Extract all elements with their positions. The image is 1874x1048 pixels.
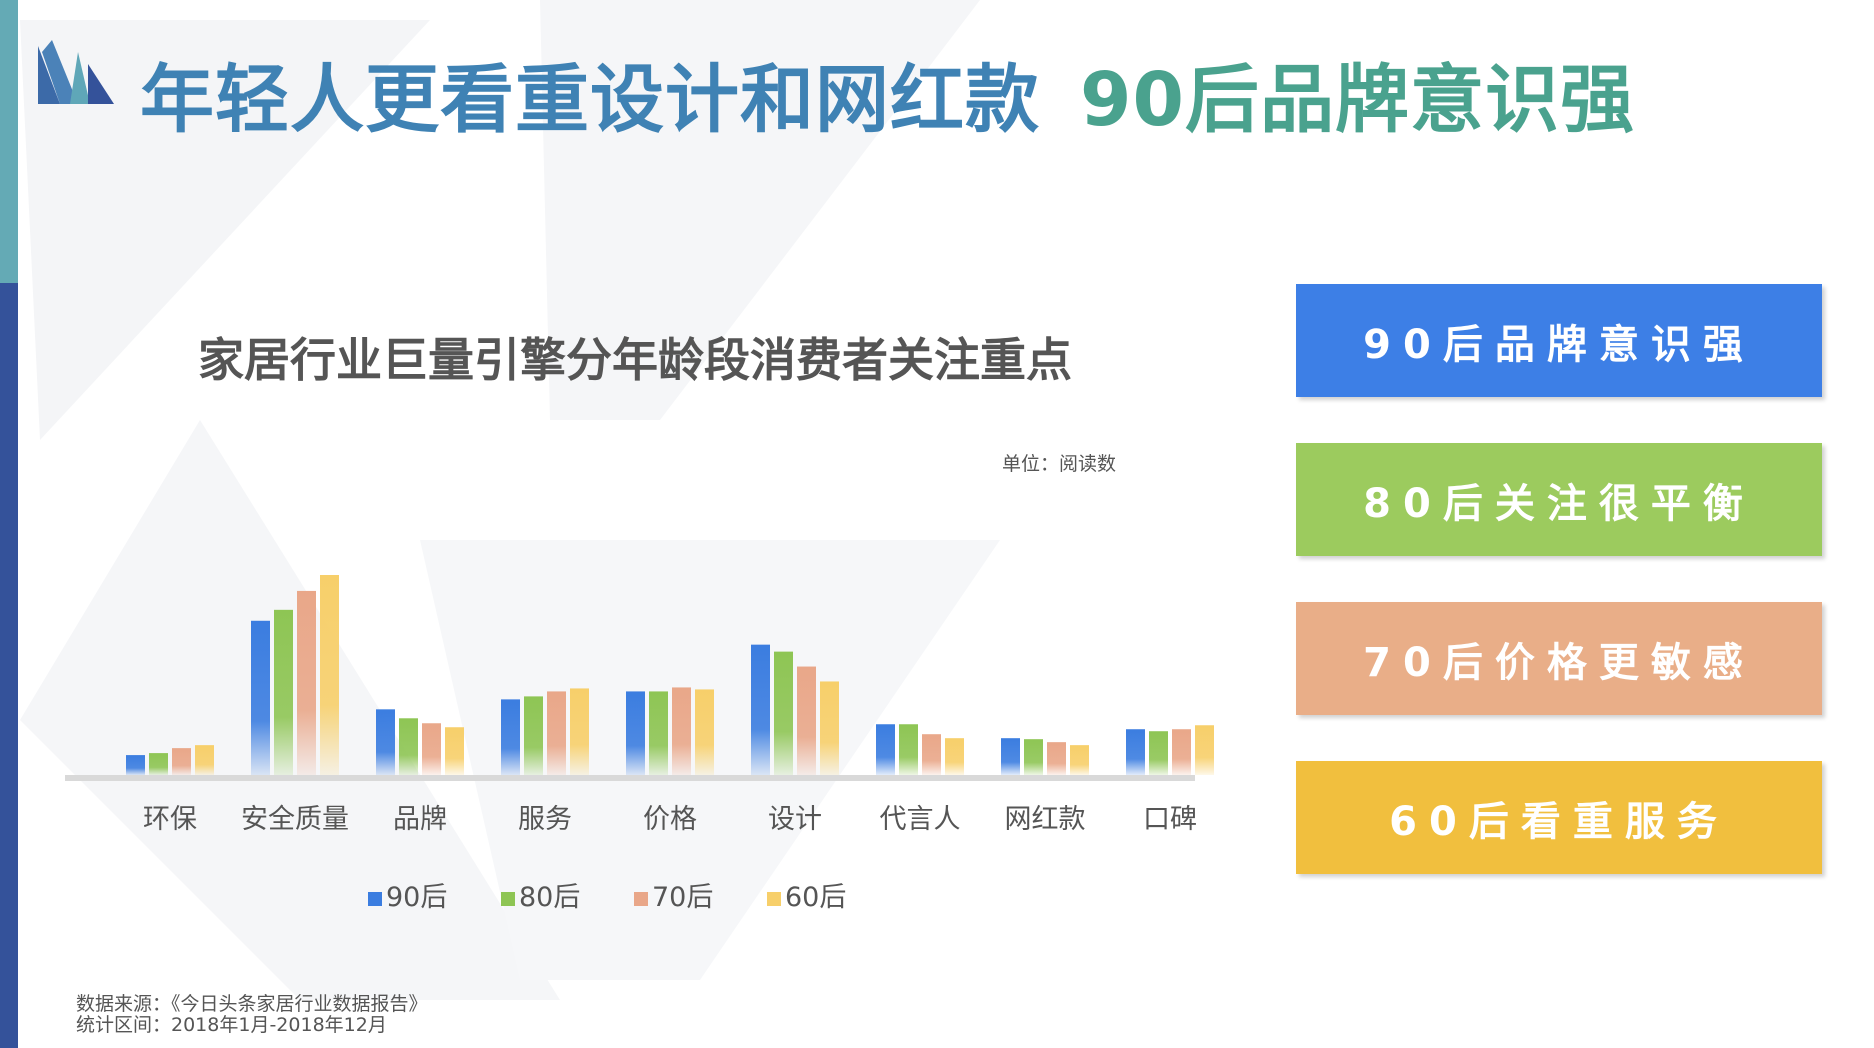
legend-item-80: 80后 bbox=[501, 875, 580, 914]
bar-70后-服务 bbox=[547, 691, 566, 775]
x-tick-label: 安全质量 bbox=[241, 804, 349, 835]
legend-swatch bbox=[634, 891, 648, 906]
bar-70后-代言人 bbox=[922, 734, 941, 775]
data-source-line: 数据来源：《今日头条家居行业数据报告》 bbox=[76, 993, 428, 1015]
legend-item-60: 60后 bbox=[767, 875, 846, 914]
bar-70后-设计 bbox=[797, 666, 816, 775]
bar-70后-口碑 bbox=[1172, 729, 1191, 775]
bar-90后-价格 bbox=[626, 691, 645, 775]
legend-swatch bbox=[767, 891, 781, 906]
chart-title: 家居行业巨量引擎分年龄段消费者关注重点 bbox=[198, 333, 1072, 387]
page-title-main: 年轻人更看重设计和网红款 bbox=[140, 57, 1040, 143]
bar-70后-价格 bbox=[672, 687, 691, 775]
bar-70后-安全质量 bbox=[297, 590, 316, 775]
legend-label: 60后 bbox=[785, 882, 847, 913]
x-tick-label: 网红款 bbox=[1005, 804, 1086, 835]
x-tick-label: 价格 bbox=[643, 804, 697, 835]
x-tick-label: 设计 bbox=[768, 804, 822, 835]
bar-70后-品牌 bbox=[422, 723, 441, 775]
bar-60后-安全质量 bbox=[320, 575, 339, 775]
page-title: 年轻人更看重设计和网红款 90后品牌意识强 bbox=[140, 40, 1635, 143]
sidebar-accent-top bbox=[0, 0, 18, 283]
bar-60后-网红款 bbox=[1070, 745, 1089, 775]
bar-60后-服务 bbox=[570, 688, 589, 775]
legend-swatch bbox=[501, 891, 515, 906]
x-tick-label: 代言人 bbox=[880, 804, 961, 835]
data-source: 数据来源：《今日头条家居行业数据报告》 统计区间：2018年1月-2018年12… bbox=[76, 994, 428, 1036]
sidebar-accent-bottom bbox=[0, 283, 18, 1048]
legend-label: 80后 bbox=[519, 882, 581, 913]
bar-60后-品牌 bbox=[445, 727, 464, 775]
bar-90后-代言人 bbox=[876, 724, 895, 775]
insight-panel-90: 90后品牌意识强 bbox=[1296, 284, 1822, 397]
bar-60后-环保 bbox=[195, 745, 214, 775]
x-tick-label: 品牌 bbox=[393, 804, 447, 835]
insight-panel-80: 80后关注很平衡 bbox=[1296, 443, 1822, 556]
bar-90后-设计 bbox=[751, 644, 770, 775]
bar-80后-环保 bbox=[149, 753, 168, 775]
bar-60后-口碑 bbox=[1195, 725, 1214, 775]
bar-80后-口碑 bbox=[1149, 731, 1168, 775]
page-title-highlight: 90后品牌意识强 bbox=[1080, 57, 1635, 143]
bar-80后-服务 bbox=[524, 696, 543, 775]
bar-60后-代言人 bbox=[945, 738, 964, 775]
bar-90后-服务 bbox=[501, 699, 520, 775]
bar-70后-网红款 bbox=[1047, 742, 1066, 775]
bar-90后-口碑 bbox=[1126, 729, 1145, 775]
bar-90后-网红款 bbox=[1001, 738, 1020, 775]
bar-90后-安全质量 bbox=[251, 620, 270, 775]
bar-70后-环保 bbox=[172, 748, 191, 775]
bar-90后-环保 bbox=[126, 755, 145, 775]
bar-chart: 环保 安全质量 品牌 服务 价格 设计 代言人 网红款 口碑 bbox=[65, 575, 1214, 835]
bar-60后-价格 bbox=[695, 689, 714, 775]
legend-label: 90后 bbox=[386, 882, 448, 913]
x-tick-label: 环保 bbox=[143, 804, 197, 835]
insight-panel-70: 70后价格更敏感 bbox=[1296, 602, 1822, 715]
insight-panel-60: 60后看重服务 bbox=[1296, 761, 1822, 874]
legend-item-90: 90后 bbox=[368, 875, 447, 914]
legend-swatch bbox=[368, 891, 382, 906]
bar-90后-品牌 bbox=[376, 709, 395, 775]
x-axis-line bbox=[65, 775, 1195, 781]
bar-80后-安全质量 bbox=[274, 609, 293, 775]
bar-80后-品牌 bbox=[399, 718, 418, 775]
bar-80后-设计 bbox=[774, 651, 793, 775]
bar-80后-价格 bbox=[649, 691, 668, 775]
x-tick-label: 服务 bbox=[518, 804, 572, 835]
data-period-line: 统计区间：2018年1月-2018年12月 bbox=[76, 1014, 387, 1036]
legend-label: 70后 bbox=[652, 882, 714, 913]
legend-item-70: 70后 bbox=[634, 875, 713, 914]
chart-unit-label: 单位：阅读数 bbox=[1002, 453, 1117, 475]
x-tick-label: 口碑 bbox=[1143, 804, 1197, 835]
bar-80后-代言人 bbox=[899, 724, 918, 775]
book-logo-icon bbox=[38, 40, 114, 104]
bar-60后-设计 bbox=[820, 681, 839, 775]
bar-80后-网红款 bbox=[1024, 739, 1043, 775]
